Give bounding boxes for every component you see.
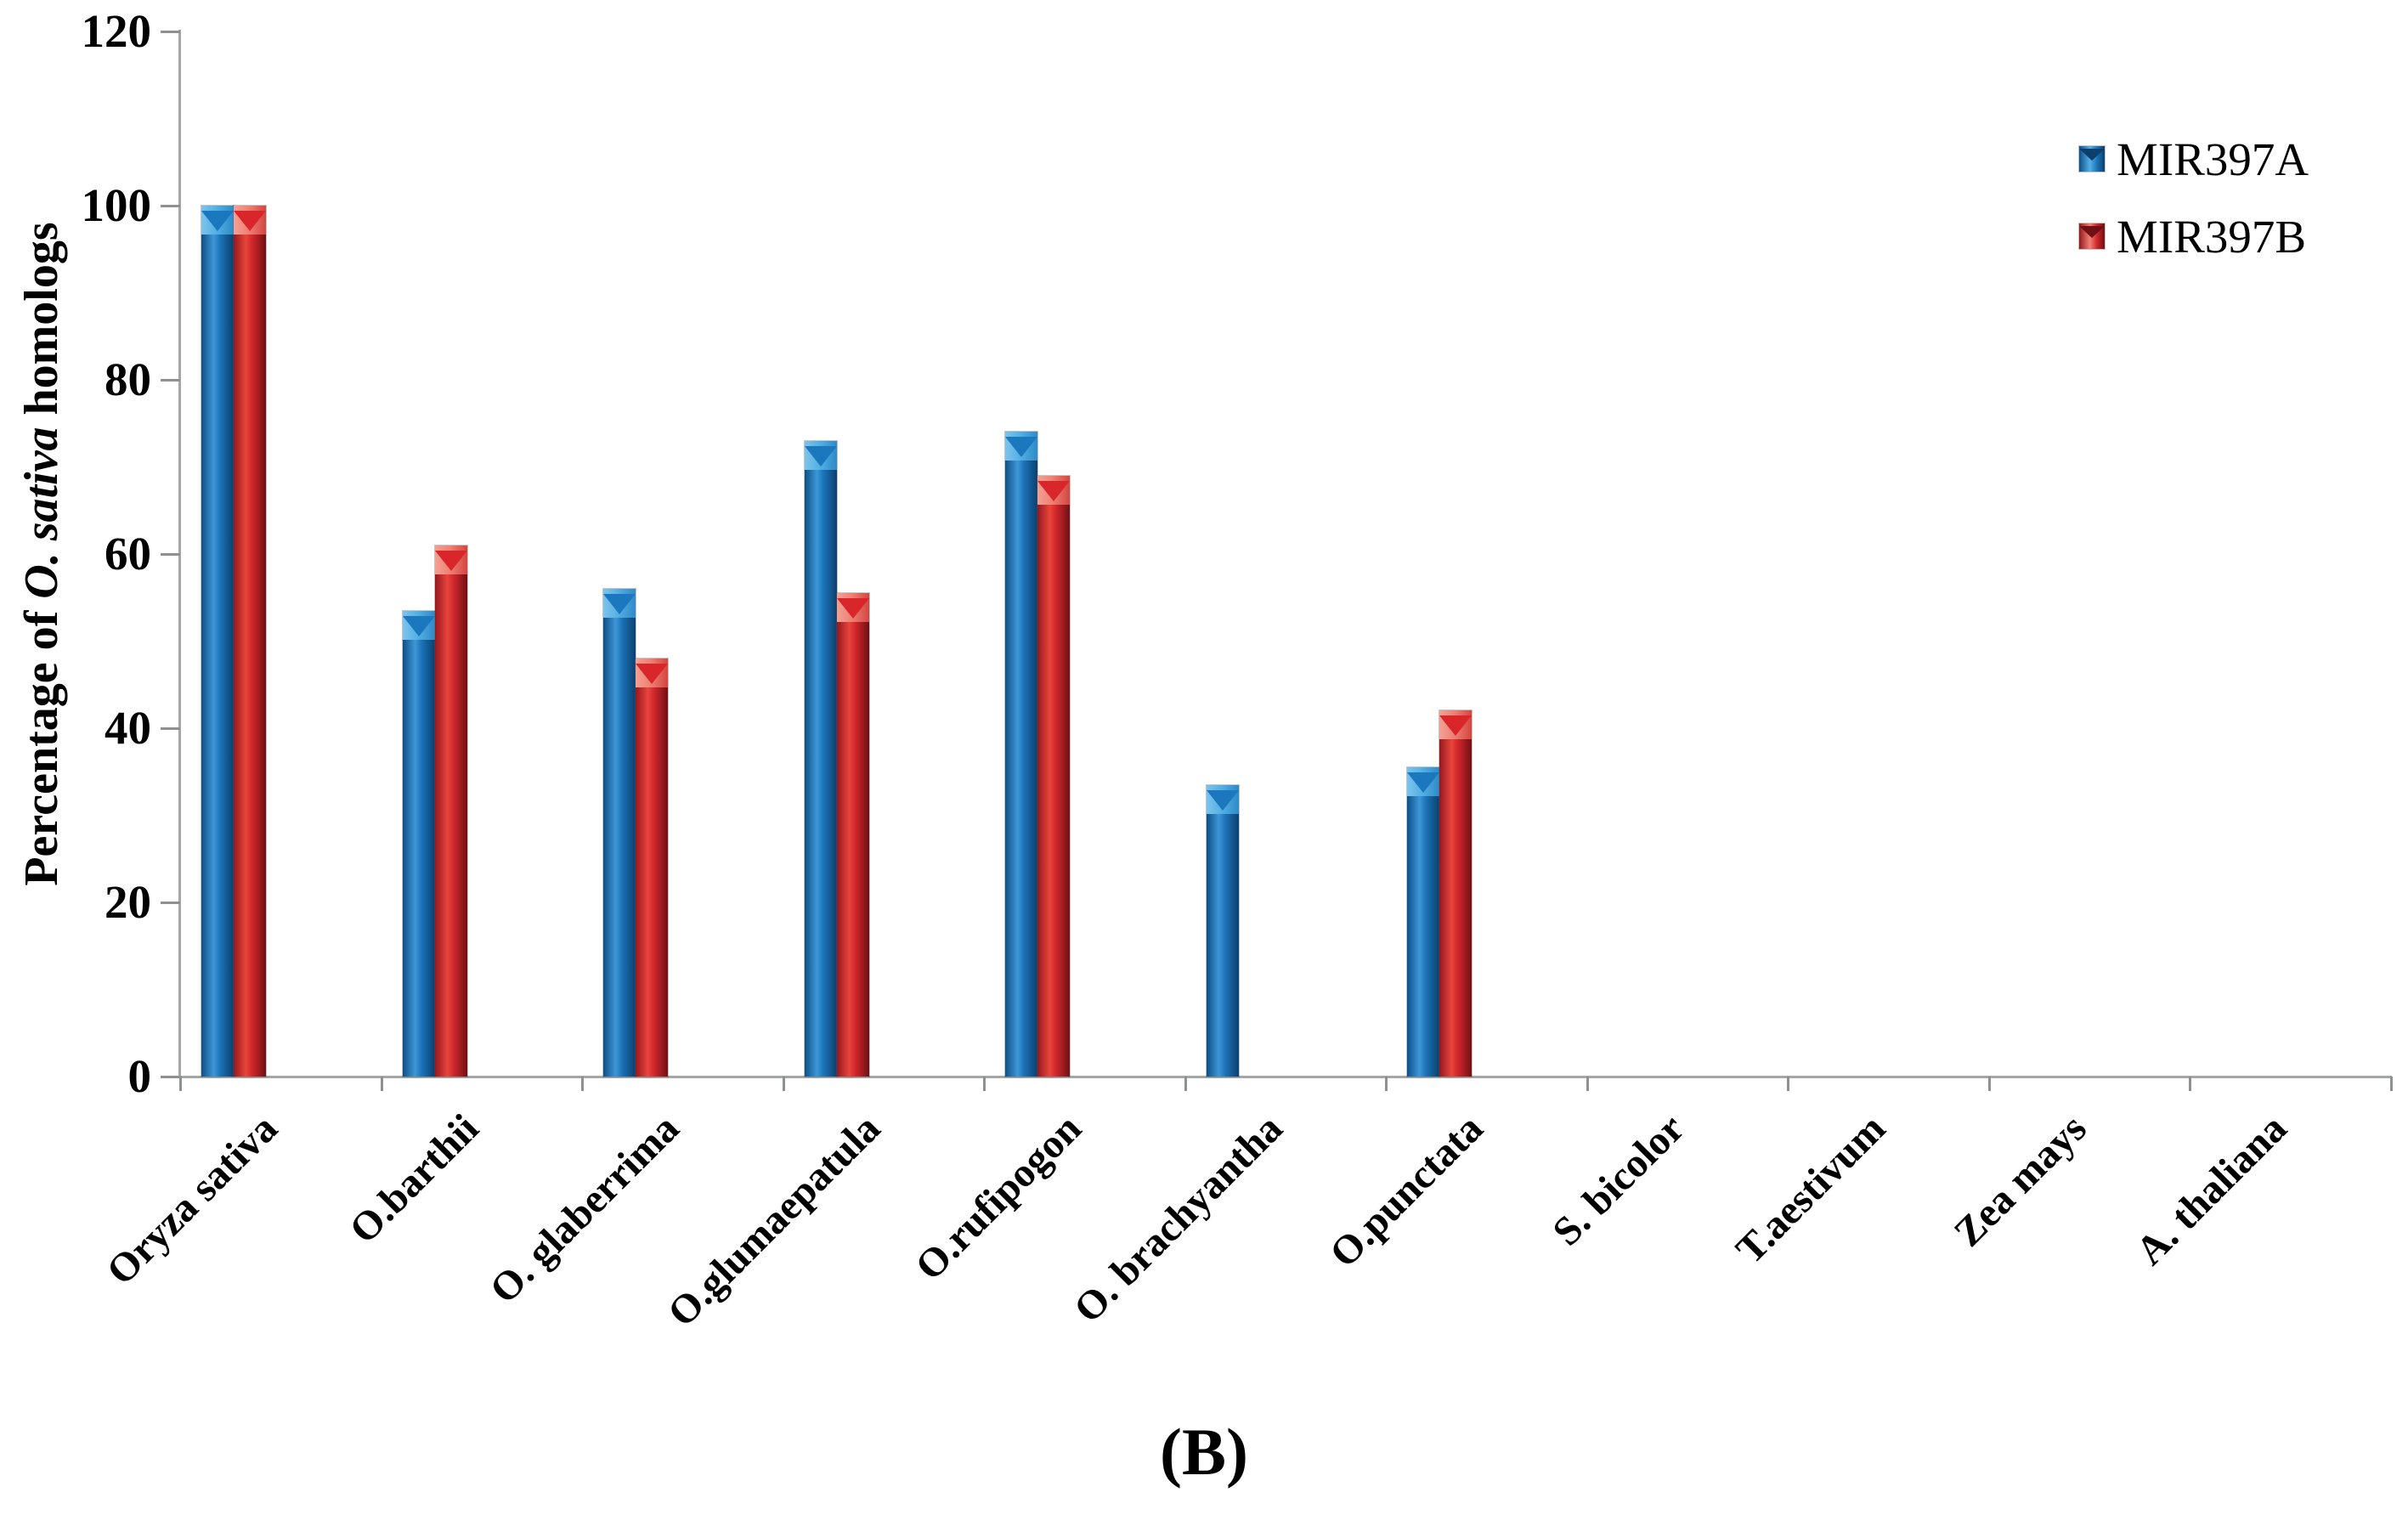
x-tick-mark-1 — [380, 1077, 383, 1091]
x-tick-mark-10 — [2189, 1077, 2191, 1091]
x-axis-label-text: Oryza sativa — [98, 1105, 286, 1294]
x-axis-label-t-aestivum: T.aestivum — [1319, 1105, 1894, 1272]
x-tick-mark-2 — [581, 1077, 584, 1091]
bar-cap — [1206, 785, 1239, 814]
x-tick-mark-9 — [1987, 1077, 1991, 1091]
bar-mir397b-o-rufipogon — [1037, 476, 1070, 1077]
y-tick-mark-100 — [161, 205, 180, 207]
bar-mir397b-o-glumaepatula — [836, 593, 869, 1077]
bar-cap-chevron — [402, 616, 435, 636]
bar-cap-chevron — [1407, 772, 1439, 793]
bar-cap-chevron — [636, 664, 668, 684]
x-tick-mark-11 — [2389, 1077, 2393, 1091]
bar-cap — [234, 206, 266, 235]
x-axis-label-text: Zea mays — [1945, 1105, 2095, 1256]
bar-mir397b-o-barthii — [434, 546, 467, 1077]
y-tick-label-80: 80 — [105, 353, 151, 405]
bar-cap — [804, 441, 837, 470]
x-axis-label-text: T.aestivum — [1727, 1105, 1894, 1273]
legend-label-mir397b: MIR397B — [2117, 210, 2307, 263]
y-tick-label-0: 0 — [127, 1050, 152, 1102]
x-axis-label-o-glumaepatula: O.glumaepatula — [314, 1105, 889, 1335]
legend-item-mir397a: MIR397A — [2079, 136, 2309, 183]
x-axis-label-text: O. brachyantha — [1065, 1105, 1292, 1331]
bar-cap — [836, 593, 869, 622]
bar-cap-chevron — [1037, 481, 1070, 501]
bar-cap-chevron — [201, 211, 234, 231]
bar-mir397a-o-brachyantha — [1206, 785, 1239, 1077]
x-tick-mark-3 — [782, 1077, 785, 1091]
y-tick-mark-80 — [161, 379, 180, 382]
bar-cap-chevron — [1439, 715, 1472, 736]
y-tick-mark-60 — [161, 553, 180, 556]
x-axis-label-a-thaliana: A. thaliana — [1721, 1105, 2296, 1274]
bar-mir397b-o-glaberrima — [636, 659, 668, 1077]
bar-cap-chevron — [234, 211, 266, 231]
x-axis-label-zea-mays: Zea mays — [1520, 1105, 2094, 1255]
x-tick-mark-6 — [1385, 1077, 1388, 1091]
x-axis-label-o-barthii: O.barthii — [0, 1105, 487, 1252]
bar-cap-chevron — [603, 594, 636, 614]
bar-cap — [1407, 767, 1439, 796]
y-tick-mark-120 — [161, 31, 180, 33]
legend-marker-chevron — [2079, 149, 2105, 161]
x-tick-mark-0 — [179, 1077, 182, 1091]
bar-mir397a-o-glumaepatula — [804, 441, 837, 1077]
bar-mir397b-o-punctata — [1439, 710, 1472, 1077]
bar-mir397a-o-punctata — [1407, 767, 1439, 1077]
x-axis-label-oryza-sativa: Oryza sativa — [0, 1105, 285, 1293]
y-tick-mark-20 — [161, 902, 180, 904]
bar-mir397b-oryza-sativa — [234, 206, 266, 1077]
bar-cap-chevron — [836, 598, 869, 619]
x-axis-label-text: O. glaberrima — [481, 1105, 688, 1313]
x-axis-label-o-rufipogon: O.rufipogon — [515, 1105, 1090, 1289]
y-tick-mark-0 — [161, 1076, 180, 1078]
bar-cap — [402, 611, 435, 640]
bar-cap — [636, 659, 668, 687]
x-axis-label-text: S. bicolor — [1544, 1105, 1693, 1255]
bar-cap-chevron — [1206, 790, 1239, 811]
bar-cap — [201, 206, 234, 235]
bar-cap — [1037, 476, 1070, 505]
bar-cap — [1005, 432, 1037, 461]
x-tick-mark-5 — [1184, 1077, 1187, 1091]
bar-cap — [434, 546, 467, 574]
bar-cap-chevron — [434, 551, 467, 571]
bar-mir397a-o-rufipogon — [1005, 432, 1037, 1077]
x-tick-mark-8 — [1787, 1077, 1789, 1091]
y-tick-label-60: 60 — [105, 528, 151, 579]
x-axis-label-text: O.punctata — [1321, 1105, 1492, 1276]
y-tick-label-40: 40 — [105, 702, 151, 754]
bar-mir397a-oryza-sativa — [201, 206, 234, 1077]
bar-mir397a-o-barthii — [402, 611, 435, 1077]
bar-cap — [603, 589, 636, 618]
legend-marker-chevron — [2079, 226, 2105, 238]
figure-caption: (B) — [1160, 1415, 1248, 1489]
x-axis-label-o-glaberrima: O. glaberrima — [113, 1105, 688, 1312]
x-axis-label-text: A. thaliana — [2127, 1105, 2296, 1275]
x-axis-label-text: O.glumaepatula — [659, 1105, 890, 1336]
x-tick-mark-4 — [983, 1077, 986, 1091]
x-axis-line — [164, 1076, 2392, 1078]
legend-label-mir397a: MIR397A — [2117, 133, 2309, 185]
x-axis-label-s-bicolor: S. bicolor — [1118, 1105, 1693, 1254]
y-tick-mark-40 — [161, 727, 180, 730]
x-tick-mark-7 — [1586, 1077, 1589, 1091]
x-axis-label-text: O.rufipogon — [907, 1105, 1090, 1289]
bar-mir397a-o-glaberrima — [603, 589, 636, 1077]
bar-cap-chevron — [804, 446, 837, 466]
x-axis-label-o-punctata: O.punctata — [917, 1105, 1492, 1276]
legend: MIR397A MIR397B — [2079, 136, 2309, 299]
x-axis-label-o-brachyantha: O. brachyantha — [716, 1105, 1292, 1331]
legend-marker-mir397a — [2079, 146, 2105, 172]
y-tick-label-100: 100 — [81, 179, 152, 231]
legend-item-mir397b: MIR397B — [2079, 213, 2309, 260]
y-tick-label-20: 20 — [105, 876, 151, 928]
bar-cap-chevron — [1005, 437, 1037, 457]
bar-cap — [1439, 710, 1472, 739]
x-axis-label-text: O.barthii — [340, 1105, 488, 1252]
y-tick-label-120: 120 — [81, 5, 152, 57]
legend-marker-mir397b — [2079, 223, 2105, 249]
